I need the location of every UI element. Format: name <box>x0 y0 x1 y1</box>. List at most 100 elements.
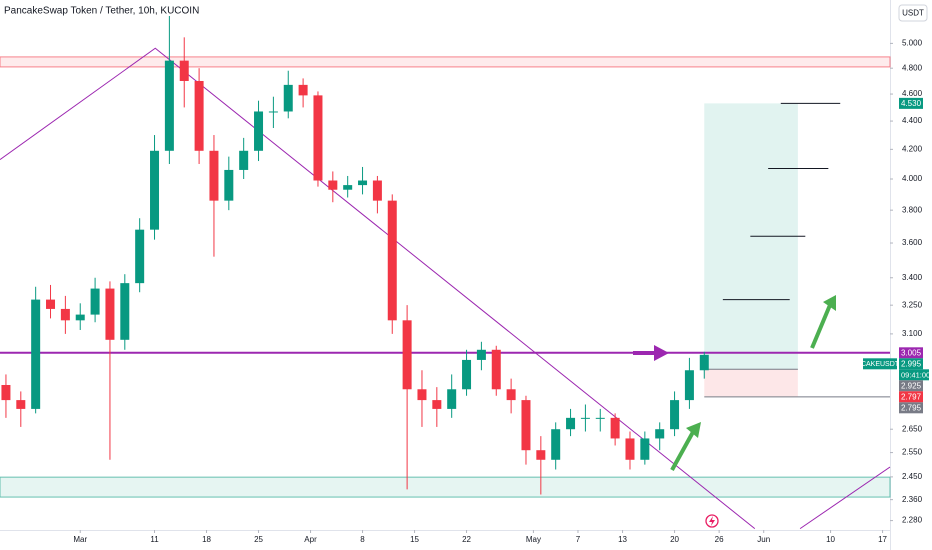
candle-body <box>164 60 174 151</box>
y-tick-label: 4.400 <box>902 116 923 125</box>
price-label: 2.995 <box>901 359 922 368</box>
plot <box>0 16 891 530</box>
currency-button[interactable] <box>898 4 928 22</box>
candle-body <box>566 417 576 430</box>
candle-body <box>254 111 264 151</box>
x-tick-label: 10 <box>826 535 835 544</box>
candle-body <box>462 359 472 390</box>
symbol-label: CAKEUSDT <box>861 361 900 368</box>
y-tick-label: 3.400 <box>902 273 923 282</box>
y-tick-label: 2.650 <box>902 424 923 433</box>
x-tick-label: 25 <box>254 535 263 544</box>
candle-body <box>328 180 338 190</box>
candle-body <box>447 389 457 409</box>
candle-body <box>640 438 650 460</box>
y-tick-label: 3.250 <box>902 300 923 309</box>
price-label-bg <box>899 391 923 403</box>
x-tick-label: Mar <box>73 535 87 544</box>
symbol-label-bg <box>863 358 897 370</box>
countdown: 09:41:00 <box>901 370 930 379</box>
candle-body <box>16 400 26 409</box>
candle-body <box>595 417 605 419</box>
x-tick-label: 26 <box>715 535 724 544</box>
candle-body <box>224 169 234 201</box>
price-label: 4.530 <box>901 99 922 108</box>
price-label-bg <box>899 358 923 370</box>
y-tick-label: 2.360 <box>902 495 923 504</box>
candle-body <box>417 389 427 401</box>
candle-body <box>655 429 665 439</box>
y-tick-label: 4.800 <box>902 63 923 72</box>
candle-body <box>298 84 308 96</box>
y-tick-label: 2.550 <box>902 448 923 457</box>
candle-body <box>684 370 694 401</box>
candle-body <box>75 314 85 321</box>
event-icon[interactable] <box>705 514 719 528</box>
candle-body <box>46 299 56 309</box>
candle-body <box>268 111 278 113</box>
y-tick-label: 3.800 <box>902 205 923 214</box>
price-label-bg <box>899 97 923 109</box>
candle-body <box>1 384 11 401</box>
candle-body <box>580 417 590 419</box>
candle-body <box>194 80 204 151</box>
candle-body <box>150 150 160 230</box>
x-tick-label: 7 <box>576 535 581 544</box>
candle-body <box>521 400 531 451</box>
x-tick-label: 17 <box>878 535 887 544</box>
candle-body <box>179 60 189 81</box>
candle-body <box>625 438 635 460</box>
candle-body <box>60 308 70 321</box>
candle-body <box>283 84 293 112</box>
candle-body <box>120 283 130 340</box>
candle-body <box>209 150 219 201</box>
candle-body <box>387 200 397 321</box>
candle-body <box>402 320 412 390</box>
price-label: 3.005 <box>901 348 922 357</box>
price-label-bg <box>899 347 923 359</box>
candle-body <box>313 95 323 181</box>
candle-body <box>239 150 249 170</box>
y-tick-label: 4.600 <box>902 89 923 98</box>
x-tick-label: 8 <box>360 535 365 544</box>
x-tick-label: 13 <box>618 535 627 544</box>
x-tick-label: 15 <box>410 535 419 544</box>
price-label-bg <box>899 402 923 414</box>
candle-body <box>506 389 516 401</box>
candle-body <box>491 349 501 390</box>
x-tick-label: 20 <box>670 535 679 544</box>
countdown-bg <box>899 369 929 381</box>
candle-body <box>699 354 709 371</box>
y-tick-label: 3.600 <box>902 238 923 247</box>
arrow-green <box>670 431 695 471</box>
price-label: 2.795 <box>901 403 922 412</box>
currency-button-label[interactable]: USDT <box>902 9 924 18</box>
candle-body <box>135 229 145 284</box>
arrow-green <box>810 304 832 349</box>
candle-body <box>476 349 486 360</box>
x-tick-label: Jun <box>757 535 770 544</box>
candle-body <box>90 288 100 315</box>
y-tick-label: 4.000 <box>902 174 923 183</box>
candle-body <box>31 299 41 409</box>
candle-body <box>105 288 115 340</box>
y-tick-label: 3.100 <box>902 329 923 338</box>
price-label: 2.925 <box>901 381 922 390</box>
arrow-head <box>686 422 701 438</box>
candle-body <box>551 429 561 460</box>
event-icon-bolt <box>709 516 715 526</box>
x-tick-label: 22 <box>462 535 471 544</box>
y-tick-label: 2.450 <box>902 472 923 481</box>
price-label-bg <box>899 380 923 392</box>
candle-body <box>432 400 442 409</box>
zone <box>0 476 891 498</box>
candle-body <box>358 180 368 186</box>
arrow-head <box>654 345 669 361</box>
candle-body <box>343 185 353 190</box>
x-tick-label: 11 <box>150 535 159 544</box>
x-tick-label: May <box>526 535 541 544</box>
candle-body <box>536 450 546 460</box>
